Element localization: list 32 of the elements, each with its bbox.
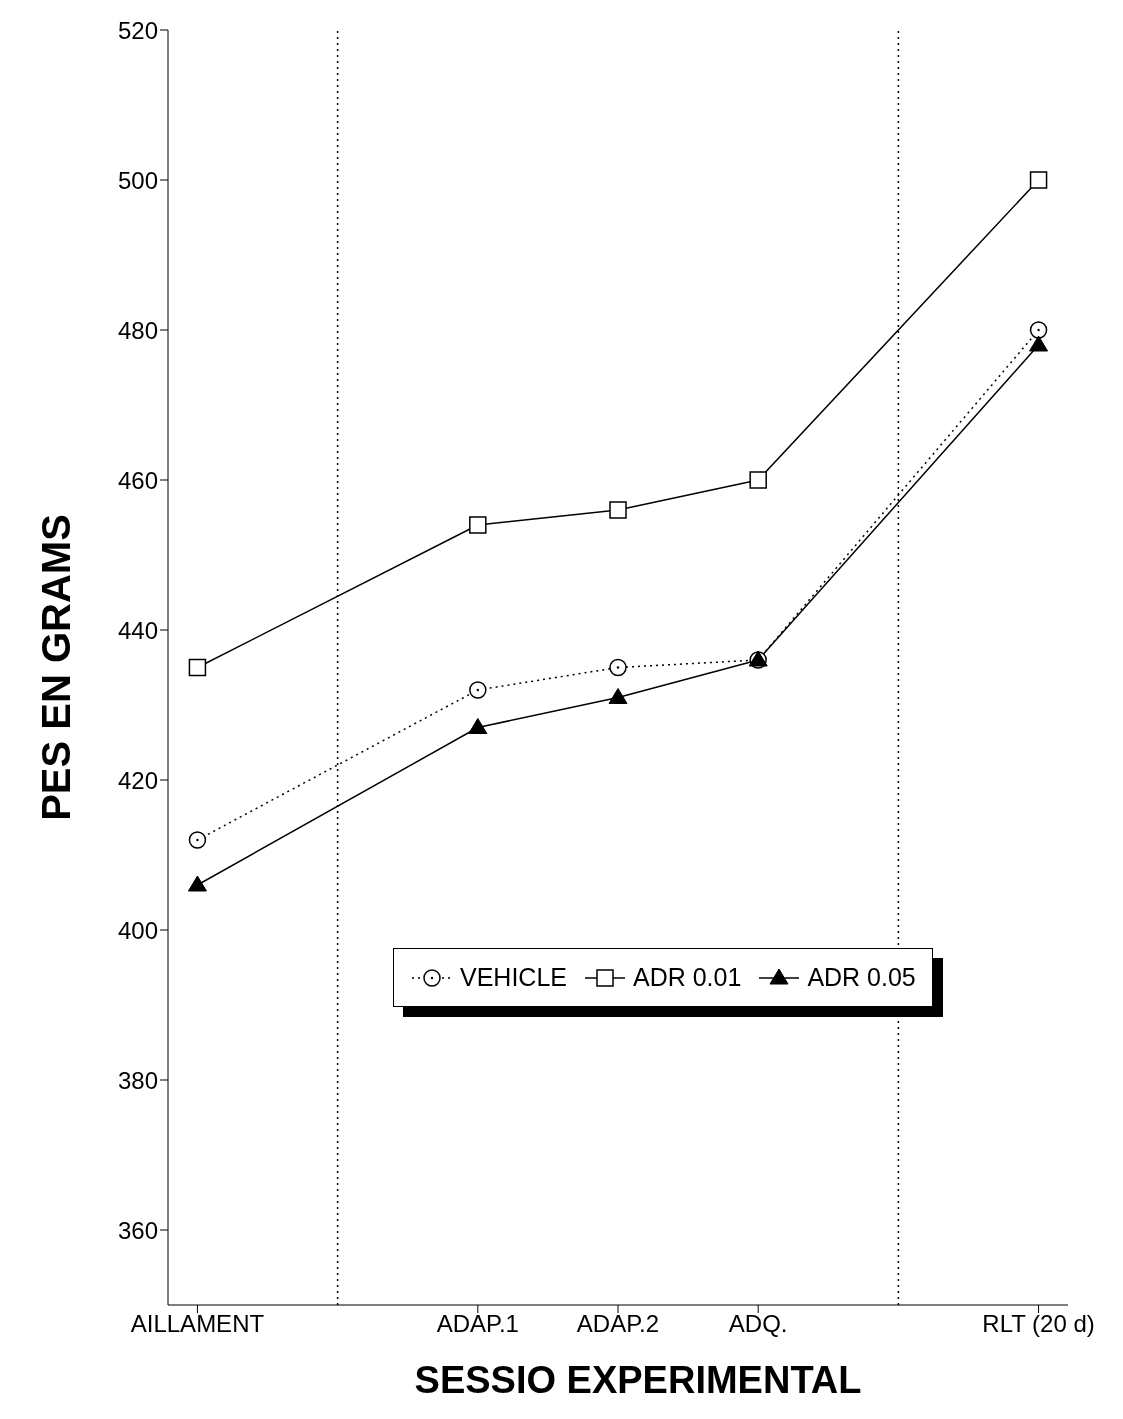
point	[469, 681, 487, 699]
x-tick-label: AILLAMENT	[130, 1310, 265, 1338]
point	[609, 501, 627, 519]
y-tick-label: 500	[117, 166, 158, 194]
legend-label: ADR 0.05	[807, 963, 916, 992]
point	[608, 688, 628, 704]
legend-label: VEHICLE	[460, 963, 567, 992]
y-tick-label: 460	[117, 466, 158, 494]
y-tick-label: 360	[117, 1216, 158, 1244]
point	[468, 718, 488, 734]
point	[187, 875, 207, 892]
x-tick-label: ADAP.1	[436, 1310, 519, 1338]
y-tick-label: 520	[117, 16, 158, 44]
point	[749, 471, 767, 489]
x-tick-label: ADQ.	[728, 1310, 788, 1338]
y-tick-label: 400	[117, 916, 158, 944]
y-tick-label: 480	[117, 316, 158, 344]
point	[469, 516, 487, 534]
x-axis-title: SESSIO EXPERIMENTAL	[414, 1359, 862, 1401]
point	[188, 831, 207, 849]
point	[1029, 171, 1048, 189]
point	[609, 658, 627, 677]
point	[1029, 335, 1049, 352]
y-tick-label: 420	[117, 766, 158, 794]
y-tick-label: 380	[117, 1066, 158, 1094]
y-axis-title: PES EN GRAMS	[34, 514, 78, 821]
x-tick-label: RLT (20 d)	[982, 1310, 1095, 1338]
point	[188, 658, 207, 677]
point	[1029, 321, 1048, 339]
x-tick-label: ADAP.2	[576, 1310, 660, 1338]
legend-label: ADR 0.01	[632, 963, 742, 992]
y-tick-label: 440	[117, 616, 158, 644]
